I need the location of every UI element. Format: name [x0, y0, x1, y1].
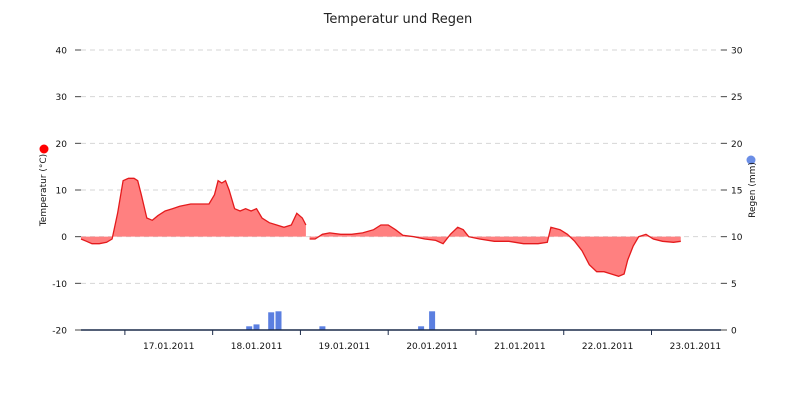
- left-axis-title-group: Temperatur (°C): [39, 144, 49, 227]
- right-tick-label: 0: [731, 327, 737, 337]
- temperature-series: [80, 177, 681, 277]
- rain-bar: [418, 326, 425, 330]
- right-tick-label: 10: [731, 233, 743, 243]
- left-tick-label: -20: [52, 327, 67, 337]
- x-axis: 17.01.2011 18.01.2011 19.01.2011 20.01.2011…: [124, 330, 722, 352]
- right-tick-label: 30: [731, 47, 743, 57]
- right-tick-label: 25: [731, 93, 742, 103]
- left-tick-label: -10: [52, 280, 67, 290]
- x-tick-label: 20.01.2011: [406, 342, 458, 352]
- rain-bar: [253, 324, 260, 330]
- temperature-area: [309, 225, 681, 277]
- temperature-line: [80, 177, 307, 245]
- left-tick-label: 0: [61, 233, 67, 243]
- rain-bar: [319, 326, 326, 330]
- left-axis-title: Temperatur (°C): [39, 154, 49, 227]
- left-tick-label: 10: [56, 187, 68, 197]
- left-tick-label: 30: [56, 93, 68, 103]
- right-tick-label: 20: [731, 140, 743, 150]
- x-tick-label: 23.01.2011: [670, 342, 722, 352]
- left-tick-label: 20: [56, 140, 68, 150]
- x-tick-label: 18.01.2011: [231, 342, 283, 352]
- x-tick-label: 21.01.2011: [494, 342, 546, 352]
- rain-legend-marker: [746, 155, 756, 165]
- right-axis-title: Regen (mm): [748, 162, 758, 218]
- x-tick-label: 19.01.2011: [319, 342, 371, 352]
- right-axis-title-group: Regen (mm): [746, 155, 758, 218]
- x-tick-label: 17.01.2011: [143, 342, 195, 352]
- temperature-line: [309, 224, 681, 277]
- rain-bar: [429, 311, 436, 330]
- left-y-axis: -20 -10 0 10 20 30 40: [52, 47, 81, 337]
- right-tick-label: 5: [731, 280, 737, 290]
- rain-bar: [275, 311, 282, 330]
- temperature-area: [81, 178, 306, 244]
- right-y-axis: 0 5 10 15 20 25 30: [721, 47, 743, 337]
- rain-bar: [268, 312, 275, 330]
- rain-bar: [246, 326, 253, 330]
- left-tick-label: 40: [56, 47, 68, 57]
- chart-title: Temperatur und Regen: [323, 12, 473, 27]
- rain-series: [246, 311, 436, 330]
- temperature-legend-marker: [39, 144, 49, 154]
- x-tick-label: 22.01.2011: [582, 342, 634, 352]
- right-tick-label: 15: [731, 187, 742, 197]
